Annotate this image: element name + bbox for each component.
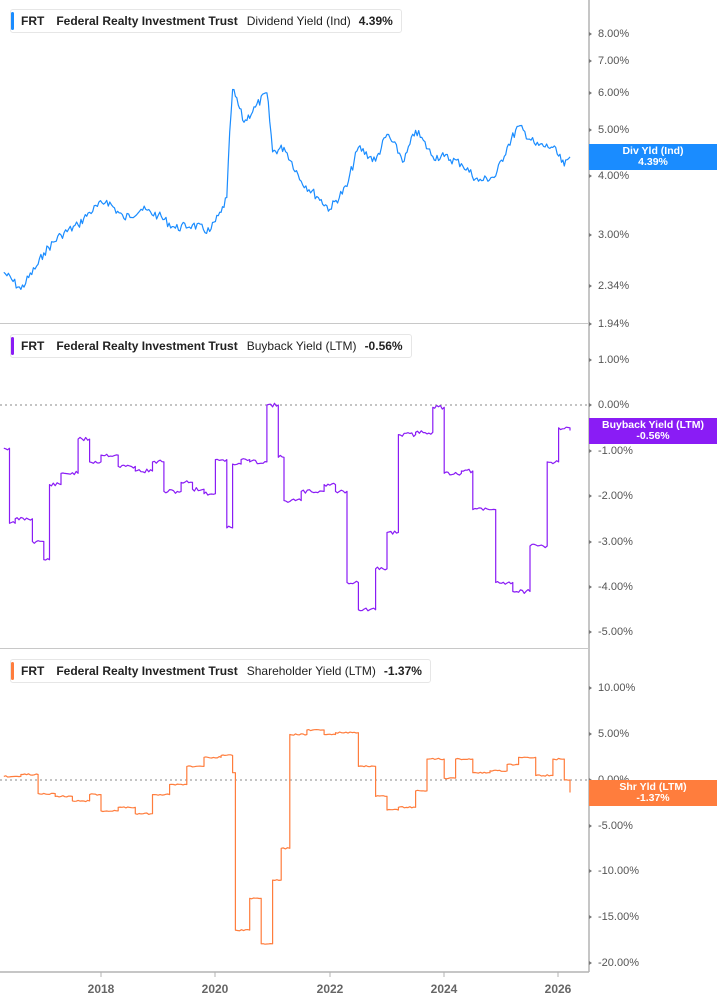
y-tick-mark <box>589 961 592 965</box>
y-tick-label: 5.00% <box>598 728 630 740</box>
y-tick-label: 1.94% <box>598 318 630 330</box>
legend-color-bar <box>11 12 14 30</box>
x-tick-label: 2026 <box>544 982 572 996</box>
y-tick-label: 1.00% <box>598 354 630 366</box>
y-tick-label: -1.00% <box>598 445 633 457</box>
legend-ticker: FRT <box>21 664 45 678</box>
legend-company: Federal Realty Investment Trust <box>56 664 238 678</box>
y-tick-label: -10.00% <box>598 865 639 877</box>
y-tick-mark <box>589 174 592 178</box>
legend-metric: Buyback Yield (LTM) <box>246 339 357 353</box>
legend-buyback-yield[interactable]: FRT Federal Realty Investment Trust Buyb… <box>10 334 412 358</box>
dividend-yield-line <box>3 88 571 290</box>
legend-metric: Dividend Yield (Ind) <box>246 14 351 28</box>
x-tick-label: 2024 <box>430 982 458 996</box>
y-tick-mark <box>589 686 592 690</box>
legend-value: -0.56% <box>364 339 403 353</box>
badge-label: Div Yld (Ind) <box>622 145 684 157</box>
y-tick-label: -5.00% <box>598 820 633 832</box>
y-tick-label: 2.34% <box>598 280 630 292</box>
legend-shareholder-yield[interactable]: FRT Federal Realty Investment Trust Shar… <box>10 659 431 683</box>
legend-value: 4.39% <box>358 14 393 28</box>
current-value-badge-shareholder: Shr Yld (LTM) -1.37% <box>589 780 717 806</box>
x-tick-label: 2022 <box>316 982 344 996</box>
badge-label: Buyback Yield (LTM) <box>602 419 704 431</box>
y-tick-mark <box>589 403 592 407</box>
badge-value: -0.56% <box>636 430 670 442</box>
y-tick-label: -4.00% <box>598 581 633 593</box>
y-tick-mark <box>589 630 592 634</box>
current-value-badge-dividend: Div Yld (Ind) 4.39% <box>589 144 717 170</box>
y-tick-mark <box>589 91 592 95</box>
y-tick-label: -15.00% <box>598 911 639 923</box>
buyback-yield-line <box>3 402 571 612</box>
x-tick-label: 2020 <box>201 982 229 996</box>
current-value-badge-buyback: Buyback Yield (LTM) -0.56% <box>589 418 717 444</box>
legend-company: Federal Realty Investment Trust <box>56 14 238 28</box>
shareholder-yield-line <box>3 729 571 945</box>
legend-company: Federal Realty Investment Trust <box>56 339 238 353</box>
y-tick-label: 8.00% <box>598 28 630 40</box>
y-tick-label: -5.00% <box>598 626 633 638</box>
y-tick-mark <box>589 915 592 919</box>
legend-metric: Shareholder Yield (LTM) <box>246 664 376 678</box>
y-tick-label: 4.00% <box>598 170 630 182</box>
y-tick-mark <box>589 732 592 736</box>
legend-dividend-yield[interactable]: FRT Federal Realty Investment Trust Divi… <box>10 9 402 33</box>
badge-value: 4.39% <box>638 156 668 168</box>
y-tick-label: -2.00% <box>598 490 633 502</box>
y-tick-mark <box>589 322 592 326</box>
y-tick-mark <box>589 540 592 544</box>
y-tick-label: 7.00% <box>598 55 630 67</box>
y-tick-label: 6.00% <box>598 87 630 99</box>
y-tick-mark <box>589 824 592 828</box>
legend-ticker: FRT <box>21 339 45 353</box>
y-tick-mark <box>589 32 592 36</box>
y-tick-mark <box>589 585 592 589</box>
y-tick-label: -20.00% <box>598 957 639 969</box>
y-tick-label: -3.00% <box>598 536 633 548</box>
legend-value: -1.37% <box>383 664 422 678</box>
y-tick-mark <box>589 449 592 453</box>
y-tick-label: 3.00% <box>598 229 630 241</box>
y-tick-label: 5.00% <box>598 124 630 136</box>
badge-value: -1.37% <box>636 792 670 804</box>
legend-color-bar <box>11 337 14 355</box>
legend-color-bar <box>11 662 14 680</box>
y-tick-mark <box>589 233 592 237</box>
y-tick-label: 10.00% <box>598 682 636 694</box>
x-tick-label: 2018 <box>87 982 115 996</box>
y-tick-label: 0.00% <box>598 399 630 411</box>
y-tick-mark <box>589 128 592 132</box>
y-tick-mark <box>589 358 592 362</box>
y-tick-mark <box>589 869 592 873</box>
badge-label: Shr Yld (LTM) <box>619 781 687 793</box>
y-tick-mark <box>589 59 592 63</box>
legend-ticker: FRT <box>21 14 45 28</box>
y-tick-mark <box>589 284 592 288</box>
y-tick-mark <box>589 494 592 498</box>
